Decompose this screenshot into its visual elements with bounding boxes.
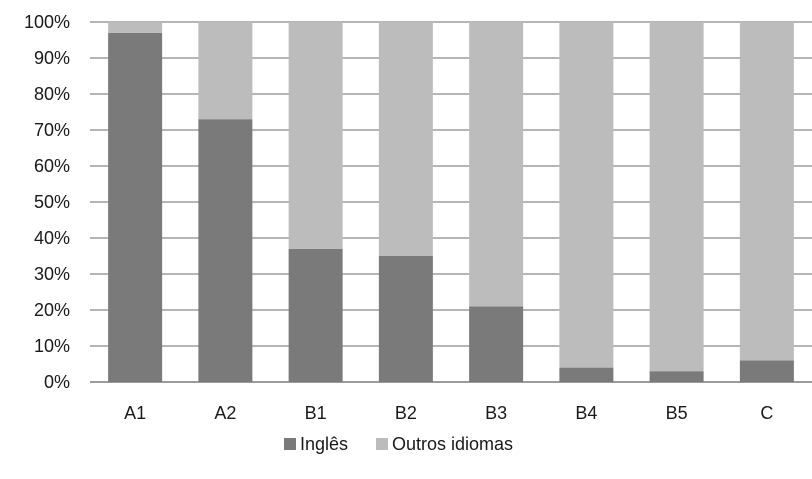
y-tick-label: 70% bbox=[34, 120, 70, 140]
y-tick-label: 20% bbox=[34, 300, 70, 320]
bar-segment-ingles bbox=[378, 256, 433, 382]
x-axis-category-labels: A1 A2 B1 B2 B3 B4 B5 C bbox=[124, 403, 773, 423]
x-category-label: B1 bbox=[305, 403, 327, 423]
bar-segment-outros-idiomas bbox=[649, 22, 704, 372]
x-category-label: C bbox=[760, 403, 773, 423]
legend: Inglês Outros idiomas bbox=[284, 434, 513, 454]
y-tick-label: 40% bbox=[34, 228, 70, 248]
bar-segment-outros-idiomas bbox=[739, 22, 794, 361]
y-tick-label: 100% bbox=[24, 12, 70, 32]
x-category-label: A2 bbox=[214, 403, 236, 423]
y-tick-label: 10% bbox=[34, 336, 70, 356]
legend-label-outros-idiomas: Outros idiomas bbox=[392, 434, 513, 454]
bar-segment-outros-idiomas bbox=[108, 22, 163, 33]
y-tick-label: 30% bbox=[34, 264, 70, 284]
legend-swatch-ingles bbox=[284, 438, 296, 450]
bar-segment-outros-idiomas bbox=[288, 22, 343, 249]
bar-segment-outros-idiomas bbox=[559, 22, 614, 368]
bar-segment-ingles bbox=[108, 32, 163, 383]
y-tick-label: 60% bbox=[34, 156, 70, 176]
bar-segment-ingles bbox=[739, 360, 794, 382]
x-category-label: B4 bbox=[575, 403, 597, 423]
bar-segment-ingles bbox=[469, 306, 524, 382]
bar-segment-outros-idiomas bbox=[198, 22, 253, 120]
bar-segment-ingles bbox=[559, 367, 614, 382]
bar-segment-ingles bbox=[198, 119, 253, 382]
x-category-label: B5 bbox=[666, 403, 688, 423]
y-tick-label: 80% bbox=[34, 84, 70, 104]
bar-segment-outros-idiomas bbox=[378, 22, 433, 256]
legend-label-ingles: Inglês bbox=[300, 434, 348, 454]
y-axis-tick-labels: 0% 10% 20% 30% 40% 50% 60% 70% 80% 90% 100% bbox=[24, 12, 70, 392]
bar-segment-ingles bbox=[288, 248, 343, 382]
bars bbox=[108, 22, 794, 383]
x-category-label: A1 bbox=[124, 403, 146, 423]
y-tick-label: 0% bbox=[44, 372, 70, 392]
x-category-label: B3 bbox=[485, 403, 507, 423]
x-category-label: B2 bbox=[395, 403, 417, 423]
y-tick-label: 90% bbox=[34, 48, 70, 68]
bar-segment-outros-idiomas bbox=[469, 22, 524, 307]
bar-segment-ingles bbox=[649, 371, 704, 382]
legend-swatch-outros-idiomas bbox=[376, 438, 388, 450]
y-tick-label: 50% bbox=[34, 192, 70, 212]
